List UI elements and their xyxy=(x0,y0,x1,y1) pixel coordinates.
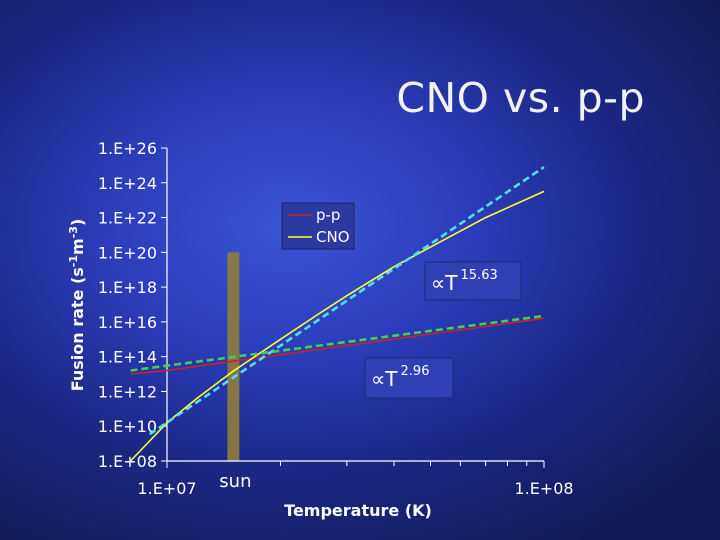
y-tick-label: 1.E+24 xyxy=(98,174,157,193)
y-tick-label: 1.E+12 xyxy=(98,382,157,401)
cno-fit-dashed-line xyxy=(148,166,545,436)
x-tick-label: 1.E+08 xyxy=(514,479,573,498)
plot-area: 1.E+08 1.E+10 1.E+12 1.E+14 1.E+16 1.E+18 1.E+… xyxy=(98,139,574,498)
legend-box xyxy=(281,202,355,250)
sun-label: sun xyxy=(219,471,251,492)
cno-power-law-annotation: ∝T 15.63 xyxy=(431,268,498,295)
cno-power-law-annotation-box xyxy=(424,261,522,301)
legend-label-cno: CNO xyxy=(316,228,350,246)
x-axis-title: Temperature (K) xyxy=(284,501,432,520)
pp-power-law-annotation: ∝T 2.96 xyxy=(371,364,429,391)
y-tick-label: 1.E+16 xyxy=(98,313,157,332)
y-tick-label: 1.E+10 xyxy=(98,417,157,436)
y-tick-label: 1.E+14 xyxy=(98,348,157,367)
y-axis-title: Fusion rate (s-1m-3) xyxy=(67,219,87,392)
legend-label-pp: p-p xyxy=(316,206,340,224)
x-tick-label: 1.E+07 xyxy=(137,479,196,498)
y-tick-label: 1.E+08 xyxy=(98,452,157,471)
pp-power-law-annotation-box xyxy=(364,357,454,399)
pp-series-line xyxy=(130,317,545,375)
slide-title: CNO vs. p-p xyxy=(396,74,645,122)
y-tick-label: 1.E+18 xyxy=(98,278,157,297)
pp-fit-dashed-line xyxy=(130,314,545,372)
y-tick-label: 1.E+26 xyxy=(98,139,157,158)
y-tick-label: 1.E+22 xyxy=(98,209,157,228)
y-tick-label: 1.E+20 xyxy=(98,243,157,262)
y-axis-title-text: Fusion rate (s-1m-3) xyxy=(67,219,87,392)
cno-series-line xyxy=(129,190,545,462)
